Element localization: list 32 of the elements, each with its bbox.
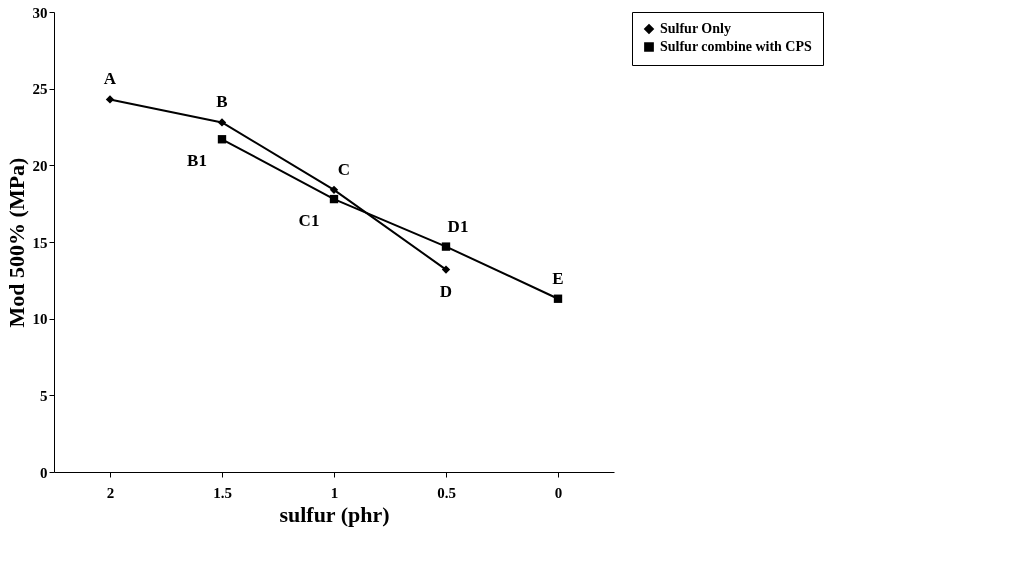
x-tick-label: 1.5 — [213, 484, 232, 501]
point — [217, 135, 227, 144]
legend-label: Sulfur Only — [660, 21, 731, 36]
point — [441, 242, 451, 251]
annotation: A — [103, 69, 117, 89]
point — [105, 95, 115, 104]
annotation: C — [337, 159, 351, 179]
point — [329, 194, 339, 204]
y-tick-label: 30 — [32, 4, 48, 21]
x-tick-label: 0.5 — [437, 484, 456, 501]
x-tick-label: 0 — [554, 484, 563, 501]
annotation: D — [439, 281, 453, 301]
y-tick-label: 10 — [32, 311, 48, 328]
point — [553, 294, 563, 303]
legend-label: Sulfur combine with CPS — [660, 39, 813, 54]
y-tick-label: 25 — [32, 81, 48, 98]
y-tick-label: 20 — [32, 157, 48, 174]
annotation: C1 — [298, 211, 320, 231]
x-tick-label: 2 — [106, 484, 115, 501]
annotation: B — [216, 92, 228, 112]
y-axis-title: Mod 500% (MPa) — [3, 157, 29, 328]
x-tick-label: 1 — [330, 484, 339, 501]
point — [441, 265, 451, 274]
y-tick-label: 15 — [32, 234, 48, 251]
y-tick-label: 5 — [40, 387, 48, 404]
point — [217, 118, 227, 127]
annotation: B1 — [187, 151, 207, 171]
y-tick-label: 0 — [40, 464, 48, 481]
point — [329, 185, 339, 195]
annotation: D1 — [447, 216, 469, 236]
annotation: E — [552, 268, 564, 288]
x-axis-title: sulfur (phr) — [279, 501, 390, 527]
